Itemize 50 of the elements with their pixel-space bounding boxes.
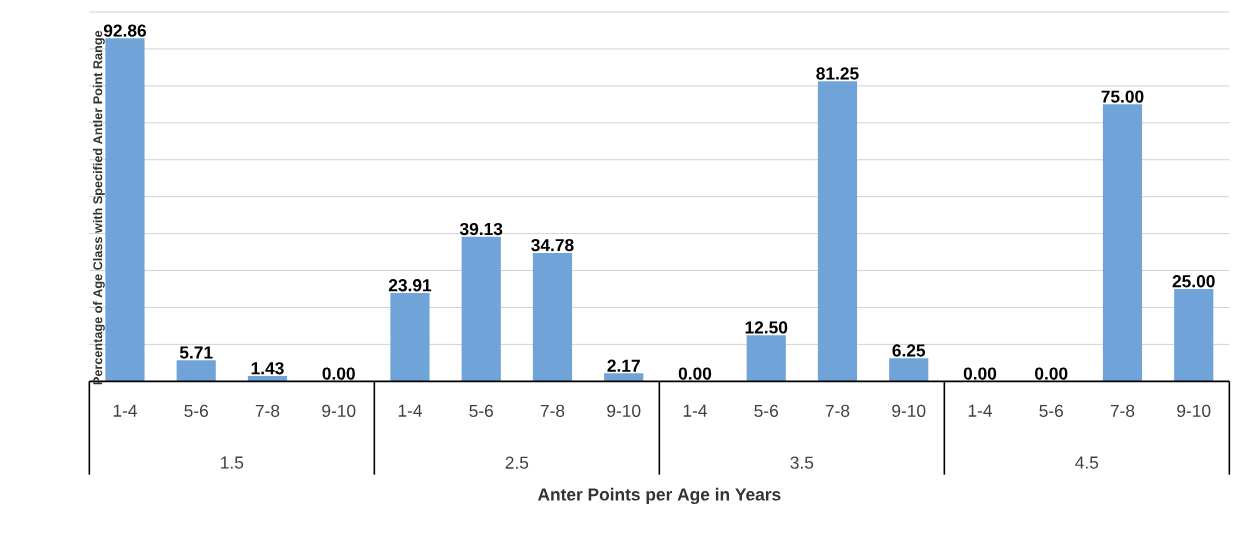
data-label: 81.25	[816, 67, 859, 80]
bar	[461, 236, 501, 382]
data-label: 34.78	[531, 238, 574, 252]
text: 2.5	[505, 456, 529, 469]
x-tick-label: 1-4	[398, 404, 422, 417]
x-tick-label: 5-6	[184, 404, 208, 417]
x-tick-label: 5-6	[469, 404, 493, 417]
x-tick-label: 5-6	[754, 404, 778, 417]
bar	[1102, 104, 1143, 382]
x-tick-label: 7-8	[1110, 404, 1135, 417]
x-tick-label: 5-6	[1039, 404, 1063, 417]
x-tick-label: 7-8	[255, 404, 280, 417]
data-label: 6.25	[892, 344, 926, 357]
x-tick-label: 9-10	[607, 404, 641, 417]
data-label: 5.71	[179, 346, 213, 359]
data-label: 0.00	[678, 367, 712, 380]
bar	[105, 38, 145, 382]
text: 3.5	[790, 456, 814, 469]
text: 1.5	[221, 456, 244, 469]
x-tick-label: 7-8	[540, 404, 565, 417]
x-tick-label: 9-10	[892, 404, 926, 417]
x-tick-label: 9-10	[1177, 404, 1211, 417]
data-label: 75.00	[1101, 90, 1144, 103]
bar	[817, 81, 858, 382]
x-tick-label: 1-4	[968, 404, 992, 417]
bar	[604, 373, 644, 382]
bar	[532, 252, 573, 382]
data-label: 2.17	[607, 359, 640, 372]
x-axis-title: Anter Points per Age in Years	[537, 487, 781, 504]
bar	[889, 358, 929, 382]
bar	[176, 360, 216, 382]
data-label: 0.00	[963, 367, 997, 380]
data-label: 0.00	[1035, 367, 1068, 380]
x-tick-label: 9-10	[322, 404, 356, 417]
data-label: 23.91	[388, 278, 432, 292]
bar	[247, 375, 288, 382]
text: 4.5	[1075, 456, 1099, 469]
x-tick-label: 1-4	[113, 404, 137, 417]
data-label: 1.43	[251, 361, 284, 375]
bar	[746, 335, 786, 382]
data-label: 12.50	[745, 321, 788, 334]
bar	[390, 292, 430, 382]
x-tick-label: 1-4	[683, 404, 707, 417]
data-label: 92.86	[103, 24, 147, 37]
data-label: 0.00	[322, 367, 355, 380]
y-axis-title: Percentage of Age Class with Specified Antler Point Range	[92, 30, 105, 385]
data-label: 39.13	[459, 222, 503, 236]
x-tick-label: 7-8	[825, 404, 850, 417]
bar	[1174, 288, 1214, 382]
data-label: 25.00	[1172, 274, 1215, 288]
